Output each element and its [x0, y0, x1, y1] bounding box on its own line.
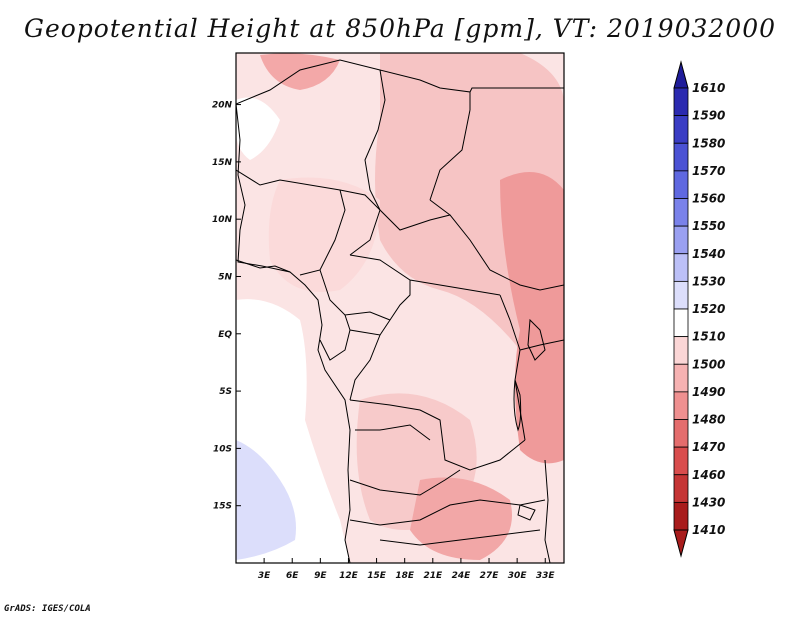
colorbar-swatch: [673, 87, 689, 117]
country-borders: [236, 59, 564, 563]
height-field: [236, 53, 564, 563]
colorbar-label: 1410: [692, 523, 725, 537]
colorbar-label: 1570: [692, 164, 725, 178]
colorbar-swatch: [673, 308, 689, 338]
colorbar-label: 1470: [692, 440, 725, 454]
coastline: [236, 103, 351, 563]
lat-tick-label: 15S: [213, 502, 232, 512]
colorbar-swatch: [673, 391, 689, 420]
lon-tick-label: 15E: [367, 571, 387, 581]
colorbar-swatch: [673, 115, 689, 144]
colorbar-label: 1490: [692, 385, 725, 399]
colorbar-label: 1550: [692, 219, 725, 233]
lon-tick-label: 33E: [536, 571, 556, 581]
lon-tick-label: 27E: [480, 571, 500, 581]
colorbar-swatch: [673, 446, 689, 476]
lat-tick-label: 20N: [212, 101, 233, 111]
lon-tick-label: 21E: [423, 571, 443, 581]
lon-tick-label: 9E: [314, 571, 327, 581]
colorbar-swatch: [673, 142, 689, 172]
footer-credit: GrADS: IGES/COLA: [4, 604, 91, 614]
longitude-axis: 3E 6E 9E 12E 15E 18E 21E 24E 27E 30E 33E: [258, 558, 556, 581]
colorbar-swatch: [673, 501, 689, 531]
colorbar-label: 1520: [692, 302, 725, 316]
lat-tick-label: 5S: [219, 387, 232, 397]
lat-tick-label: 5N: [218, 272, 232, 282]
lon-tick-label: 24E: [452, 571, 472, 581]
colorbar-label: 1480: [692, 413, 725, 427]
lon-tick-label: 12E: [339, 571, 359, 581]
colorbar-label: 1610: [692, 81, 725, 95]
colorbar-label: 1590: [692, 109, 725, 123]
map-frame: [235, 52, 565, 564]
colorbar-label: 1500: [692, 357, 725, 371]
latitude-axis: 20N 15N 10N 5N EQ 5S 10S 15S: [212, 101, 241, 512]
colorbar-label: 1460: [692, 468, 725, 482]
lat-tick-label: 10S: [213, 444, 232, 454]
lon-tick-label: 18E: [395, 571, 415, 581]
lat-tick-label: EQ: [218, 330, 232, 340]
colorbar-label: 1580: [692, 136, 725, 150]
colorbar-swatch: [673, 170, 689, 199]
colorbar-label: 1430: [692, 495, 725, 509]
chart-title: Geopotential Height at 850hPa [gpm], VT:…: [23, 14, 777, 43]
lon-tick-label: 6E: [286, 571, 299, 581]
lat-tick-label: 15N: [212, 158, 233, 168]
colorbar-swatch: [673, 363, 689, 393]
colorbar-label: 1540: [692, 247, 725, 261]
colorbar-label: 1510: [692, 330, 725, 344]
colorbar-swatch: [673, 253, 689, 282]
colorbar-bottom-arrow: [673, 529, 689, 558]
colorbar-label: 1530: [692, 274, 725, 288]
colorbar: 1610 1590 1580 1570 1560 1550 1540 1530 1520 1510…: [673, 60, 725, 558]
colorbar-swatch: [673, 336, 689, 365]
colorbar-swatch: [673, 198, 689, 227]
colorbar-swatch: [673, 225, 689, 255]
colorbar-label: 1560: [692, 192, 725, 206]
colorbar-swatch: [673, 474, 689, 503]
colorbar-top-arrow: [673, 60, 689, 89]
lat-tick-label: 10N: [212, 215, 233, 225]
colorbar-swatch: [673, 419, 689, 448]
lon-tick-label: 3E: [258, 571, 271, 581]
colorbar-swatch: [673, 280, 689, 310]
lon-tick-label: 30E: [508, 571, 528, 581]
